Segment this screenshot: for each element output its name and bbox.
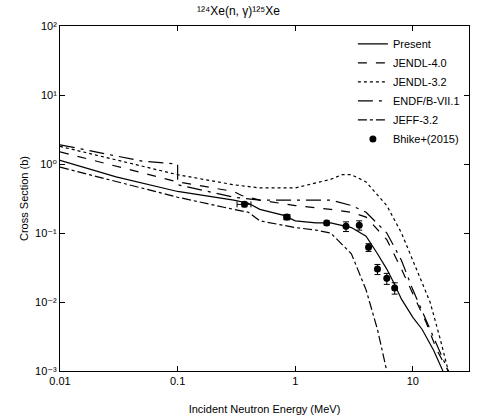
svg-text:Incident Neutron Energy (MeV): Incident Neutron Energy (MeV) (189, 403, 341, 415)
svg-text:ENDF/B-VII.1: ENDF/B-VII.1 (393, 95, 460, 107)
svg-text:0.01: 0.01 (49, 375, 70, 387)
svg-text:0.1: 0.1 (170, 375, 185, 387)
svg-text:1: 1 (292, 375, 298, 387)
svg-text:¹²⁴Xe(n, γ)¹²⁵Xe: ¹²⁴Xe(n, γ)¹²⁵Xe (197, 4, 280, 18)
svg-text:JENDL-3.2: JENDL-3.2 (393, 76, 447, 88)
svg-text:10¹: 10¹ (41, 89, 57, 101)
svg-text:10⁻²: 10⁻² (35, 296, 57, 308)
svg-text:JEFF-3.2: JEFF-3.2 (393, 114, 438, 126)
svg-text:10²: 10² (41, 20, 57, 32)
svg-text:JENDL-4.0: JENDL-4.0 (393, 57, 447, 69)
svg-text:10: 10 (407, 375, 419, 387)
svg-text:10⁻¹: 10⁻¹ (35, 227, 57, 239)
svg-text:Present: Present (393, 38, 431, 50)
svg-text:10⁰: 10⁰ (40, 158, 57, 170)
svg-text:Bhike+(2015): Bhike+(2015) (393, 133, 459, 145)
svg-text:Cross Section (b): Cross Section (b) (18, 156, 30, 241)
svg-text:10⁻³: 10⁻³ (35, 365, 57, 377)
